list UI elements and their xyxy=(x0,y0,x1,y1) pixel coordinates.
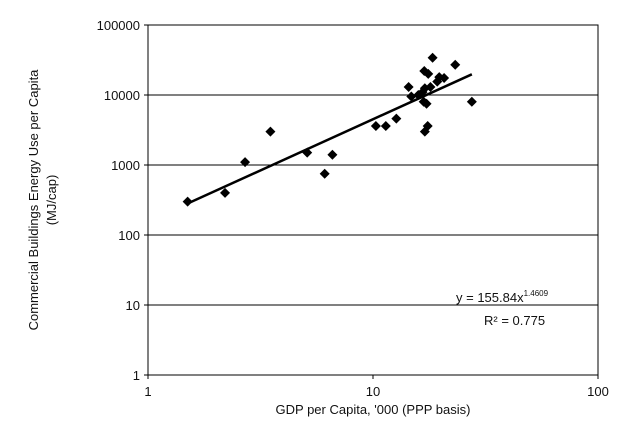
data-point xyxy=(302,147,313,158)
data-point xyxy=(265,126,276,137)
x-axis-label: GDP per Capita, '000 (PPP basis) xyxy=(276,402,471,417)
data-point xyxy=(425,82,436,93)
data-point xyxy=(319,168,330,179)
trendline-layer xyxy=(187,73,473,205)
data-point xyxy=(439,72,450,83)
y-tick-label: 100000 xyxy=(97,18,140,33)
y-axis-label-line2: (MJ/cap) xyxy=(44,175,59,226)
y-tick-label: 1000 xyxy=(111,158,140,173)
data-point xyxy=(466,96,477,107)
y-tick-label: 10000 xyxy=(104,88,140,103)
y-tick-label: 1 xyxy=(133,368,140,383)
axis-ticks: 1 10 100 1000 10000 100000 1 10 100 xyxy=(97,18,609,399)
data-points xyxy=(182,52,477,207)
data-point xyxy=(380,121,391,132)
data-point xyxy=(423,68,434,79)
data-point xyxy=(370,121,381,132)
trendline-r-squared: R² = 0.775 xyxy=(484,313,545,328)
data-point xyxy=(240,157,251,168)
y-tick-label: 10 xyxy=(126,298,140,313)
data-point xyxy=(391,113,402,124)
data-point xyxy=(427,52,438,63)
data-point xyxy=(450,59,461,70)
trendline xyxy=(187,73,473,205)
data-point xyxy=(406,91,417,102)
x-tick-label: 1 xyxy=(144,384,151,399)
y-tick-label: 100 xyxy=(118,228,140,243)
trendline-equation-exponent: 1.4609 xyxy=(524,289,549,298)
data-point xyxy=(182,196,193,207)
data-point xyxy=(403,82,414,93)
trendline-equation-base: y = 155.84x xyxy=(456,290,524,305)
y-axis-label-line1: Commercial Buildings Energy Use per Capi… xyxy=(26,69,41,331)
data-point xyxy=(220,187,231,198)
x-tick-label: 10 xyxy=(366,384,380,399)
data-point xyxy=(421,98,432,109)
data-point xyxy=(327,149,338,160)
x-tick-label: 100 xyxy=(587,384,609,399)
data-point xyxy=(422,121,433,132)
trendline-equation: y = 155.84x1.4609 xyxy=(456,289,549,305)
